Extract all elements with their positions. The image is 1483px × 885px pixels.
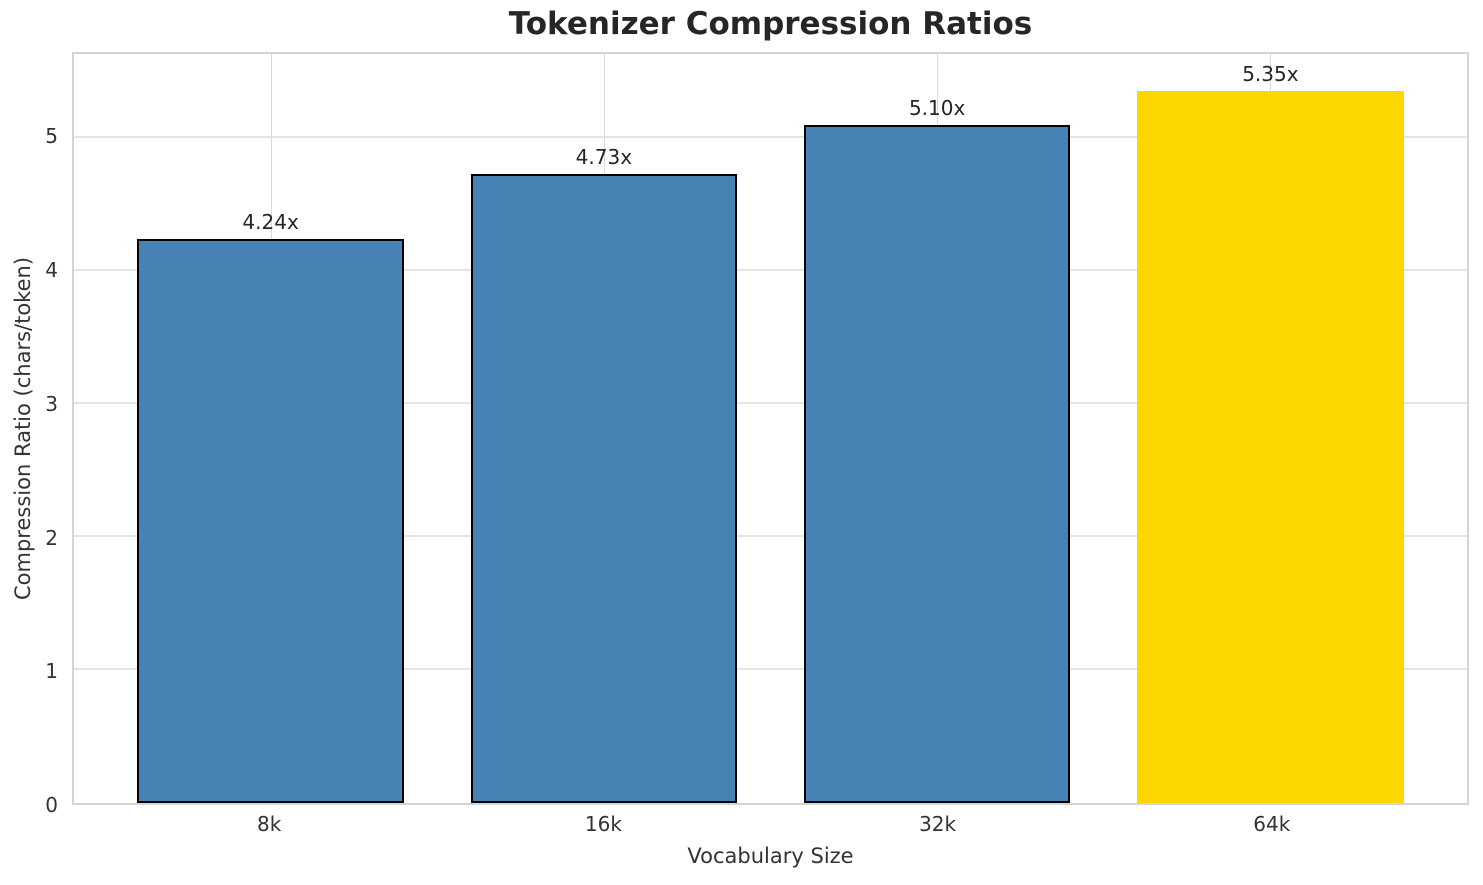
y-tick-label: 3 xyxy=(45,391,58,416)
y-axis-ticks: 0 1 2 3 4 5 xyxy=(0,52,60,817)
x-axis-ticks: 8k 16k 32k 64k xyxy=(72,812,1469,840)
bar-value-label: 5.35x xyxy=(1242,62,1299,87)
h-gridline xyxy=(74,534,1467,537)
y-tick-label: 0 xyxy=(45,793,58,817)
h-gridline xyxy=(74,268,1467,271)
bar-8k xyxy=(137,238,404,803)
x-axis-label: Vocabulary Size xyxy=(687,844,854,868)
h-gridline xyxy=(74,135,1467,138)
x-tick-label: 8k xyxy=(257,812,282,836)
y-axis-label: Compression Ratio (chars/token) xyxy=(11,257,35,601)
bar-value-label: 4.73x xyxy=(575,144,633,169)
bar-32k xyxy=(803,124,1071,803)
y-tick-label: 1 xyxy=(45,659,58,684)
h-gridline xyxy=(74,667,1467,670)
x-tick-label: 64k xyxy=(1253,812,1291,836)
bar-value-label: 5.10x xyxy=(908,95,966,120)
plot-area: 4.24x 4.73x 5.10x 5.35x xyxy=(72,52,1469,805)
x-tick-label: 16k xyxy=(584,812,622,836)
y-tick-label: 2 xyxy=(45,525,58,550)
x-tick-label: 32k xyxy=(919,812,957,836)
h-gridline xyxy=(74,401,1467,404)
bar-value-label: 4.24x xyxy=(242,209,299,234)
y-tick-label: 5 xyxy=(45,124,58,149)
bar-16k xyxy=(470,173,738,803)
chart-title: Tokenizer Compression Ratios xyxy=(508,6,1033,42)
bar-64k xyxy=(1137,91,1404,803)
y-tick-label: 4 xyxy=(45,258,58,282)
